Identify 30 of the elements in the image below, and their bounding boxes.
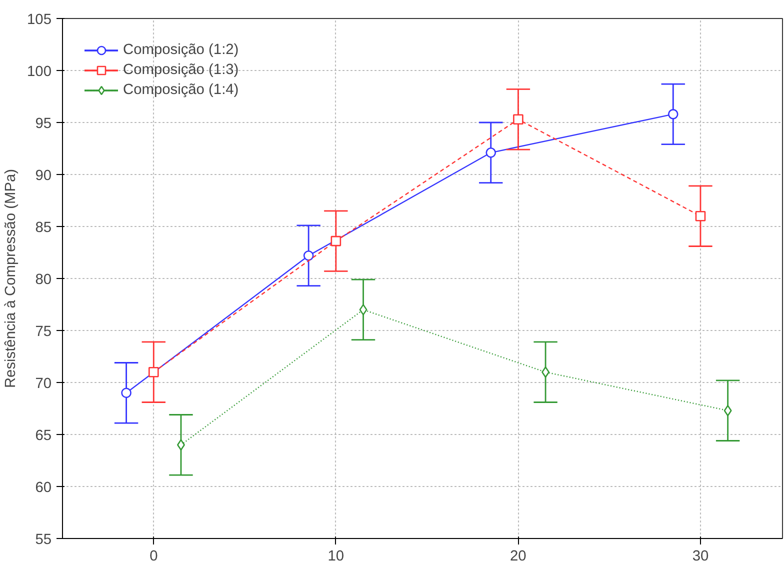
y-tick-label: 90 <box>35 168 52 184</box>
y-tick-label: 100 <box>27 64 52 80</box>
y-axis-title: Resistência à Compressão (MPa) <box>3 168 20 388</box>
y-tick-label: 65 <box>35 428 52 444</box>
y-tick-label: 55 <box>35 532 52 548</box>
point <box>724 404 732 416</box>
y-tick-label: 95 <box>35 116 52 132</box>
legend-label: Composição (1:3) <box>123 62 239 78</box>
y-tick-label: 105 <box>27 12 52 28</box>
x-tick-label: 20 <box>510 548 526 563</box>
point <box>486 148 496 158</box>
x-tick-label: 30 <box>692 548 709 563</box>
point <box>695 210 706 222</box>
legend-label: Composição (1:2) <box>123 42 239 58</box>
x-tick-label: 0 <box>150 548 158 563</box>
y-tick-label: 80 <box>35 272 52 288</box>
y-tick-label: 60 <box>35 480 52 496</box>
y-tick-label: 75 <box>35 324 52 340</box>
point <box>330 236 342 246</box>
point <box>513 114 524 125</box>
point <box>359 304 368 316</box>
point <box>668 109 678 120</box>
point <box>148 366 159 378</box>
y-tick-label: 70 <box>35 376 52 392</box>
x-tick-label: 10 <box>328 548 344 563</box>
point <box>303 250 314 261</box>
point <box>542 366 550 378</box>
y-tick-label: 85 <box>35 220 52 236</box>
legend-label: Composição (1:4) <box>123 82 239 98</box>
point <box>121 388 132 398</box>
